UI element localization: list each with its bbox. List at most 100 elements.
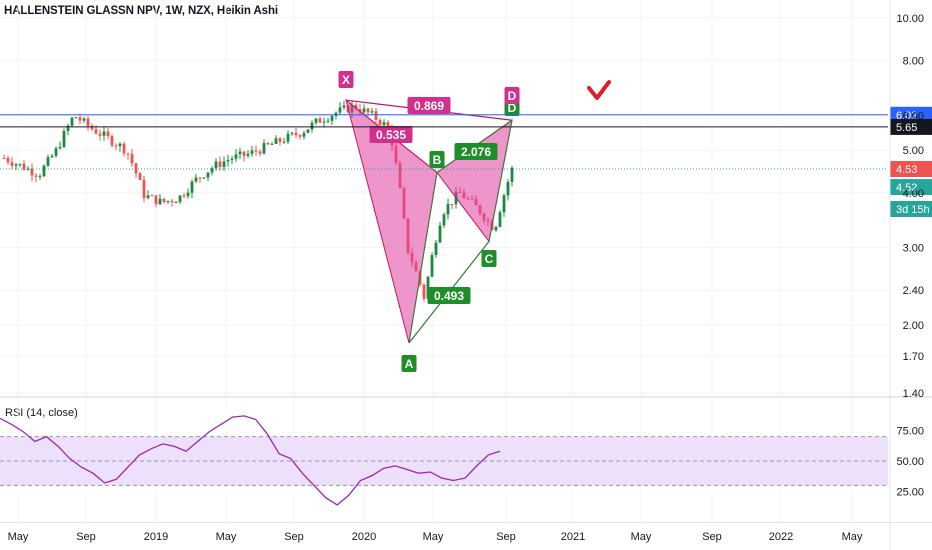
candle-body: [266, 142, 270, 145]
candle-body: [70, 117, 74, 126]
candle-body: [370, 111, 374, 113]
point-label-d: D: [508, 101, 517, 115]
candle-body: [326, 120, 330, 122]
point-label-c: C: [485, 252, 494, 266]
candle-body: [214, 161, 218, 169]
point-label-c-bg: [481, 250, 497, 267]
time-tick-label: 2022: [769, 531, 793, 543]
candle-body: [246, 153, 250, 156]
rsi-line: [0, 415, 501, 506]
ratio-label: 0.869: [414, 99, 444, 113]
candle-body: [362, 108, 366, 113]
price-label: 3d 15h: [896, 204, 930, 216]
time-tick-label: Sep: [702, 531, 722, 543]
rsi-tick-label: 50.00: [896, 456, 924, 468]
candle-body: [134, 163, 138, 174]
price-tick-label: 10.00: [896, 13, 924, 25]
candle-body: [386, 122, 390, 127]
ratio-label: 0.535: [376, 128, 406, 142]
pattern-leg: [408, 172, 438, 344]
candle-body: [18, 163, 22, 165]
candle-body: [378, 120, 382, 126]
candle-body: [62, 131, 66, 147]
candle-body: [354, 104, 358, 110]
ratio-label-bg: [369, 126, 413, 143]
ratio-label-bg: [454, 143, 498, 160]
ratio-label: 2.076: [461, 145, 491, 159]
candle-body: [58, 146, 62, 149]
candle-body: [510, 167, 514, 182]
candle-body: [374, 111, 378, 121]
candle-body: [14, 164, 18, 166]
candle-body: [422, 284, 426, 299]
chart-title: HALLENSTEIN GLASSN NPV, 1W, NZX, Heikin …: [4, 5, 278, 17]
candle-body: [166, 200, 170, 202]
candle-body: [306, 129, 310, 133]
candle-body: [270, 143, 274, 145]
candle-body: [450, 204, 454, 206]
candle-body: [222, 161, 226, 168]
candle-body: [278, 138, 282, 142]
candle-body: [250, 150, 254, 154]
candle-body: [170, 200, 174, 203]
candle-body: [142, 179, 146, 199]
point-label-extra-bg: [504, 87, 520, 104]
harmonic-pattern: X A B C DD 0.869 0.535 2.076 0.493: [338, 71, 520, 372]
point-label-extra: D: [508, 89, 517, 103]
candle-body: [194, 177, 198, 182]
candle-body: [318, 118, 322, 123]
candle-body: [290, 132, 294, 134]
price-label-bg: [890, 179, 932, 196]
time-tick-label: 2020: [352, 531, 376, 543]
candle-body: [10, 162, 14, 166]
time-tick-label: 2019: [144, 531, 168, 543]
candle-body: [282, 141, 286, 143]
candle-body: [234, 154, 238, 159]
candle-body: [114, 145, 118, 147]
price-label-bg: [890, 201, 932, 217]
candle-body: [254, 150, 258, 152]
candle-body: [182, 195, 186, 197]
time-tick-label: Sep: [284, 531, 304, 543]
candle-body: [262, 142, 266, 154]
candle-body: [66, 125, 70, 132]
candle-body: [294, 132, 298, 136]
price-tick-label: 2.40: [903, 285, 924, 297]
candle-body: [338, 107, 342, 113]
candle-body: [218, 161, 222, 168]
candle-body: [302, 132, 306, 137]
annotation-marks: [587, 80, 611, 100]
candle-body: [186, 192, 190, 197]
price-label-bg: [890, 161, 932, 178]
candle-body: [42, 165, 46, 177]
candle-body: [50, 155, 54, 158]
rsi-tick-label: 25.00: [896, 487, 924, 499]
candle-body: [314, 118, 318, 123]
candle-body: [6, 158, 10, 163]
time-tick-label: May: [8, 531, 29, 543]
candle-body: [502, 195, 506, 213]
pattern-leg: [488, 120, 513, 242]
candle-body: [506, 181, 510, 196]
candle-body: [38, 176, 42, 178]
candle-body: [442, 214, 446, 226]
candle-body: [54, 148, 58, 156]
candle-body: [366, 108, 370, 113]
time-tick-label: 2021: [561, 531, 585, 543]
price-label: 5.65: [896, 122, 917, 134]
candle-body: [110, 136, 114, 146]
price-label: 4.53: [896, 164, 917, 176]
candle-body: [206, 172, 210, 178]
candle-body: [238, 151, 242, 155]
candle-body: [438, 225, 442, 243]
candle-body: [146, 195, 150, 199]
candle-body: [22, 163, 26, 170]
time-tick-label: May: [216, 531, 237, 543]
candle-body: [30, 168, 34, 176]
horizontal-lines: 6.025.65 4.53 4.52 3d 15h: [0, 106, 932, 217]
price-tick-label: 8.00: [903, 56, 924, 68]
candle-body: [310, 122, 314, 130]
candle-body: [138, 173, 142, 180]
ratio-label-bg: [427, 287, 471, 304]
